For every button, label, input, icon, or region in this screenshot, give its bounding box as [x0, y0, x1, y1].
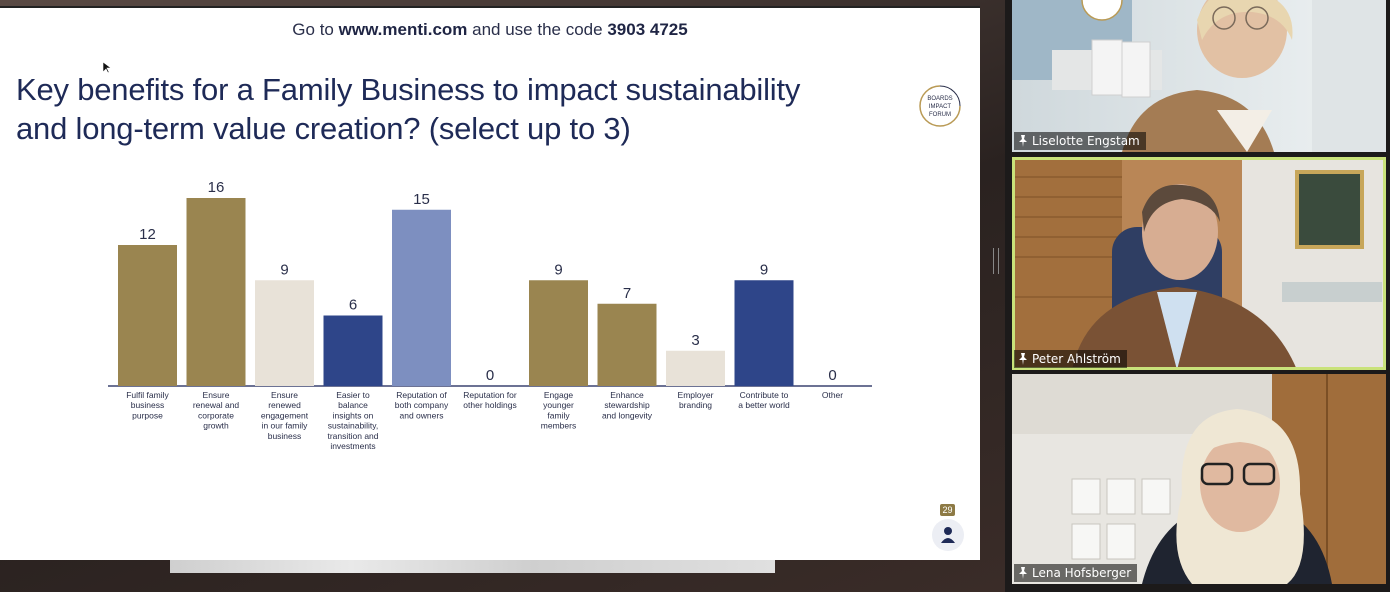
value-label-5: 0	[486, 367, 494, 384]
category-label-3: Easier to balance insights on sustainabilit…	[327, 390, 378, 451]
bar-0	[118, 245, 177, 386]
question-title: Key benefits for a Family Business to im…	[16, 70, 896, 148]
cursor-icon	[103, 62, 111, 74]
person-icon[interactable]	[932, 519, 964, 551]
logo-text-line-3: FORUM	[929, 112, 951, 118]
pin-icon	[1019, 353, 1027, 365]
join-url: www.menti.com	[338, 20, 468, 39]
results-bar-chart: 12 Fulfil family business purpose 16 Ensure re…	[108, 179, 872, 451]
video-feed-liselotte	[1012, 0, 1386, 152]
value-label-4: 15	[413, 191, 430, 208]
pin-icon	[1019, 135, 1027, 147]
bar-6	[529, 280, 588, 386]
category-label-2: Ensure renewed engagement in our family busi…	[261, 390, 309, 441]
category-label-0: Fulfil family business purpose	[126, 390, 169, 420]
video-tile-lena[interactable]: Lena Hofsberger	[1012, 374, 1386, 584]
category-label-6: Engage younger family members	[541, 390, 576, 431]
value-label-1: 16	[208, 179, 225, 196]
bar-9	[734, 280, 794, 386]
participant-count-badge: 29	[940, 504, 955, 516]
video-tile-peter[interactable]: Peter Ahlström	[1012, 157, 1386, 370]
question-title-line-2: and long-term value creation? (select up…	[16, 111, 631, 146]
name-tag-lena: Lena Hofsberger	[1014, 564, 1138, 582]
question-title-line-1: Key benefits for a Family Business to im…	[16, 72, 801, 107]
category-label-9: Contribute to a better world	[738, 390, 790, 410]
value-label-9: 9	[760, 261, 768, 278]
bar-8	[666, 350, 725, 386]
participant-name: Lena Hofsberger	[1032, 566, 1132, 580]
join-code: 3903 4725	[607, 20, 688, 39]
pin-icon	[1019, 567, 1027, 579]
value-label-10: 0	[828, 367, 836, 384]
boards-impact-forum-logo: BOARDS IMPACT FORUM	[919, 85, 961, 127]
category-label-4: Reputation of both company and owners	[395, 390, 449, 420]
category-label-8: Employer branding	[678, 390, 714, 410]
video-feed-lena	[1012, 374, 1386, 584]
name-tag-liselotte: Liselotte Engstam	[1014, 132, 1146, 150]
video-feed-peter	[1012, 157, 1386, 370]
join-prefix: Go to	[292, 20, 334, 39]
logo-text-line-2: IMPACT	[929, 104, 952, 110]
value-label-3: 6	[349, 297, 357, 314]
bar-4	[392, 209, 451, 386]
category-label-5: Reputation for other holdings	[463, 390, 517, 410]
value-label-2: 9	[280, 261, 288, 278]
bar-2	[255, 280, 314, 386]
resize-handle[interactable]	[993, 248, 999, 274]
value-label-8: 3	[691, 332, 699, 349]
participant-name: Liselotte Engstam	[1032, 134, 1140, 148]
join-middle: and use the code	[472, 20, 603, 39]
value-label-6: 9	[554, 261, 562, 278]
name-tag-peter: Peter Ahlström	[1014, 350, 1127, 368]
video-tile-liselotte[interactable]: Liselotte Engstam	[1012, 0, 1386, 152]
shared-slide: Go to www.menti.com and use the code 390…	[0, 6, 980, 560]
bar-3	[323, 315, 383, 386]
bar-7	[597, 303, 657, 386]
background-window-strip	[170, 558, 775, 573]
value-label-7: 7	[623, 285, 631, 302]
value-label-0: 12	[139, 226, 156, 243]
category-label-10: Other	[822, 390, 843, 400]
join-instructions: Go to www.menti.com and use the code 390…	[0, 20, 980, 40]
category-label-1: Ensure renewal and corporate growth	[193, 390, 240, 431]
logo-text-line-1: BOARDS	[927, 96, 952, 102]
participant-name: Peter Ahlström	[1032, 352, 1121, 366]
category-label-7: Enhance stewardship and longevity	[602, 390, 653, 420]
bar-1	[186, 198, 246, 386]
